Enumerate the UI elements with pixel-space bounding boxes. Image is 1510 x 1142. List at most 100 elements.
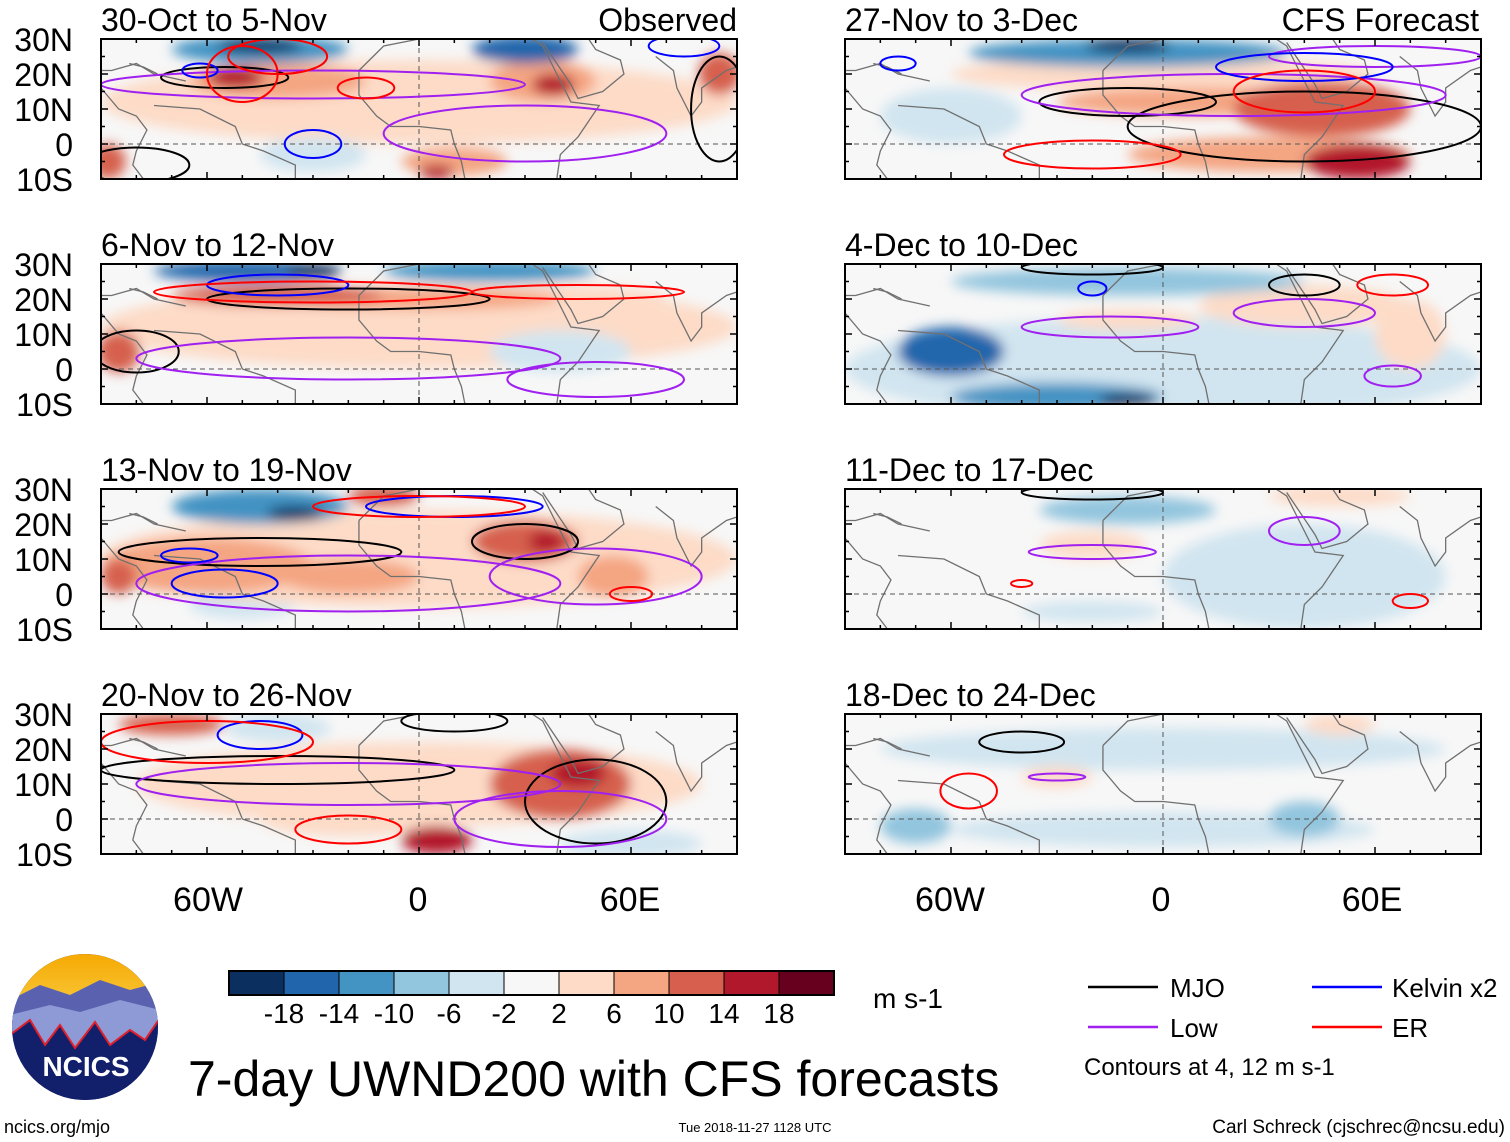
colorbar-label: -10 (374, 998, 414, 1029)
lat-label: 20N (14, 282, 73, 318)
panel-title: 18-Dec to 24-Dec (845, 677, 1096, 713)
coastline (1102, 745, 1210, 854)
coastline (531, 39, 601, 179)
coastline (531, 264, 601, 404)
contour-er (294, 814, 403, 845)
contour-low (135, 554, 562, 613)
lon-label: 0 (1152, 881, 1171, 919)
wind-anomaly-region (698, 53, 737, 95)
contour-low (506, 361, 686, 398)
footer-timestamp: Tue 2018-11-27 1128 UTC (679, 1120, 832, 1135)
coastline (101, 87, 148, 179)
panel-title: 27-Nov to 3-Dec (845, 2, 1078, 38)
coastline (153, 104, 296, 179)
lon-label: 60E (600, 881, 661, 919)
forecast-label: CFS Forecast (1282, 2, 1479, 38)
lat-label: 0 (55, 127, 73, 163)
logo-text: NCICS (42, 1051, 129, 1082)
coastline (358, 745, 466, 854)
wind-anomaly-region (1304, 144, 1411, 179)
wind-anomaly-region (101, 330, 140, 373)
figure-title: 7-day UWND200 with CFS forecasts (188, 1051, 999, 1107)
wind-anomaly-region (1039, 496, 1216, 524)
colorbar-swatch (613, 970, 670, 996)
contour-low (1232, 298, 1377, 328)
legend-label-low: Low (1170, 1013, 1218, 1043)
wind-anomaly-region (472, 39, 578, 64)
contour-kelvin (216, 720, 304, 750)
coastline (1399, 280, 1481, 343)
colorbar-units: m s-1 (873, 983, 943, 1014)
contour-er (1356, 273, 1429, 297)
wind-anomaly-region (845, 316, 1481, 404)
lat-label: 20N (14, 57, 73, 93)
contour-low (488, 547, 703, 606)
coastline (1286, 264, 1369, 325)
coastline (129, 62, 158, 75)
lat-label: 10S (16, 162, 73, 198)
coastline (1286, 39, 1369, 100)
coastline (873, 287, 902, 300)
contour-low (1268, 516, 1341, 546)
panel-title: 20-Nov to 26-Nov (101, 677, 352, 713)
coastline (358, 714, 426, 746)
colorbar-label: 2 (551, 998, 567, 1029)
colorbar-label: -2 (492, 998, 517, 1029)
contour-er (939, 772, 998, 810)
legend-label-mjo: MJO (1170, 973, 1225, 1003)
coastline (153, 779, 296, 854)
contour-low (135, 762, 562, 806)
contour-er (1232, 69, 1377, 114)
colorbar: -18 -14 -10 -6 -2 2 6 10 14 18 (228, 970, 835, 1029)
contour-mjo (1126, 90, 1481, 163)
coastline (655, 730, 737, 793)
contour-legend: MJO Kelvin x2 Low ER Contours at 4, 12 m… (1084, 973, 1498, 1081)
colorbar-label: 14 (708, 998, 739, 1029)
colorbar-swatch (393, 970, 450, 996)
contour-low (1020, 73, 1447, 117)
contour-mjo (117, 537, 403, 567)
map-panel: 4-Dec to 10-Dec (844, 227, 1482, 405)
contour-er (1010, 579, 1034, 588)
coastline (845, 537, 892, 629)
lat-label: 10N (14, 767, 73, 803)
panel-title: 11-Dec to 17-Dec (845, 452, 1093, 488)
wind-anomaly-region (101, 144, 126, 179)
wind-anomaly-region (224, 714, 331, 742)
coastline (531, 714, 601, 854)
colorbar-swatch (778, 970, 835, 996)
lat-label: 10S (16, 837, 73, 873)
coastline (101, 737, 186, 757)
contour-kelvin (1215, 52, 1394, 82)
coastline (845, 287, 930, 307)
wind-anomaly-region (472, 520, 578, 563)
contour-kelvin (1077, 280, 1108, 297)
coastline (129, 512, 158, 525)
wind-anomaly-region (217, 39, 303, 53)
coastline (358, 520, 466, 629)
coastline (1275, 714, 1345, 854)
contour-low (101, 69, 526, 100)
legend-label-kelvin: Kelvin x2 (1392, 973, 1498, 1003)
contour-er (227, 39, 329, 75)
footer-site: ncics.org/mjo (4, 1117, 110, 1137)
lat-label: 10S (16, 387, 73, 423)
coastline (1399, 730, 1481, 793)
colorbar-swatch (448, 970, 505, 996)
contour-low (135, 336, 562, 381)
panel-title: 4-Dec to 10-Dec (845, 227, 1078, 263)
map-panel: 11-Dec to 17-Dec (844, 452, 1482, 630)
coastline (897, 554, 1040, 629)
wind-anomaly-region (528, 531, 564, 552)
coastline (358, 39, 426, 71)
colorbar-label: -6 (437, 998, 462, 1029)
lat-label: 20N (14, 732, 73, 768)
contour-kelvin (879, 55, 917, 72)
wind-anomaly-region (1021, 766, 1093, 788)
coastline (129, 737, 158, 750)
coastline (845, 737, 930, 757)
contour-low (1020, 315, 1200, 339)
coastline (129, 287, 158, 300)
